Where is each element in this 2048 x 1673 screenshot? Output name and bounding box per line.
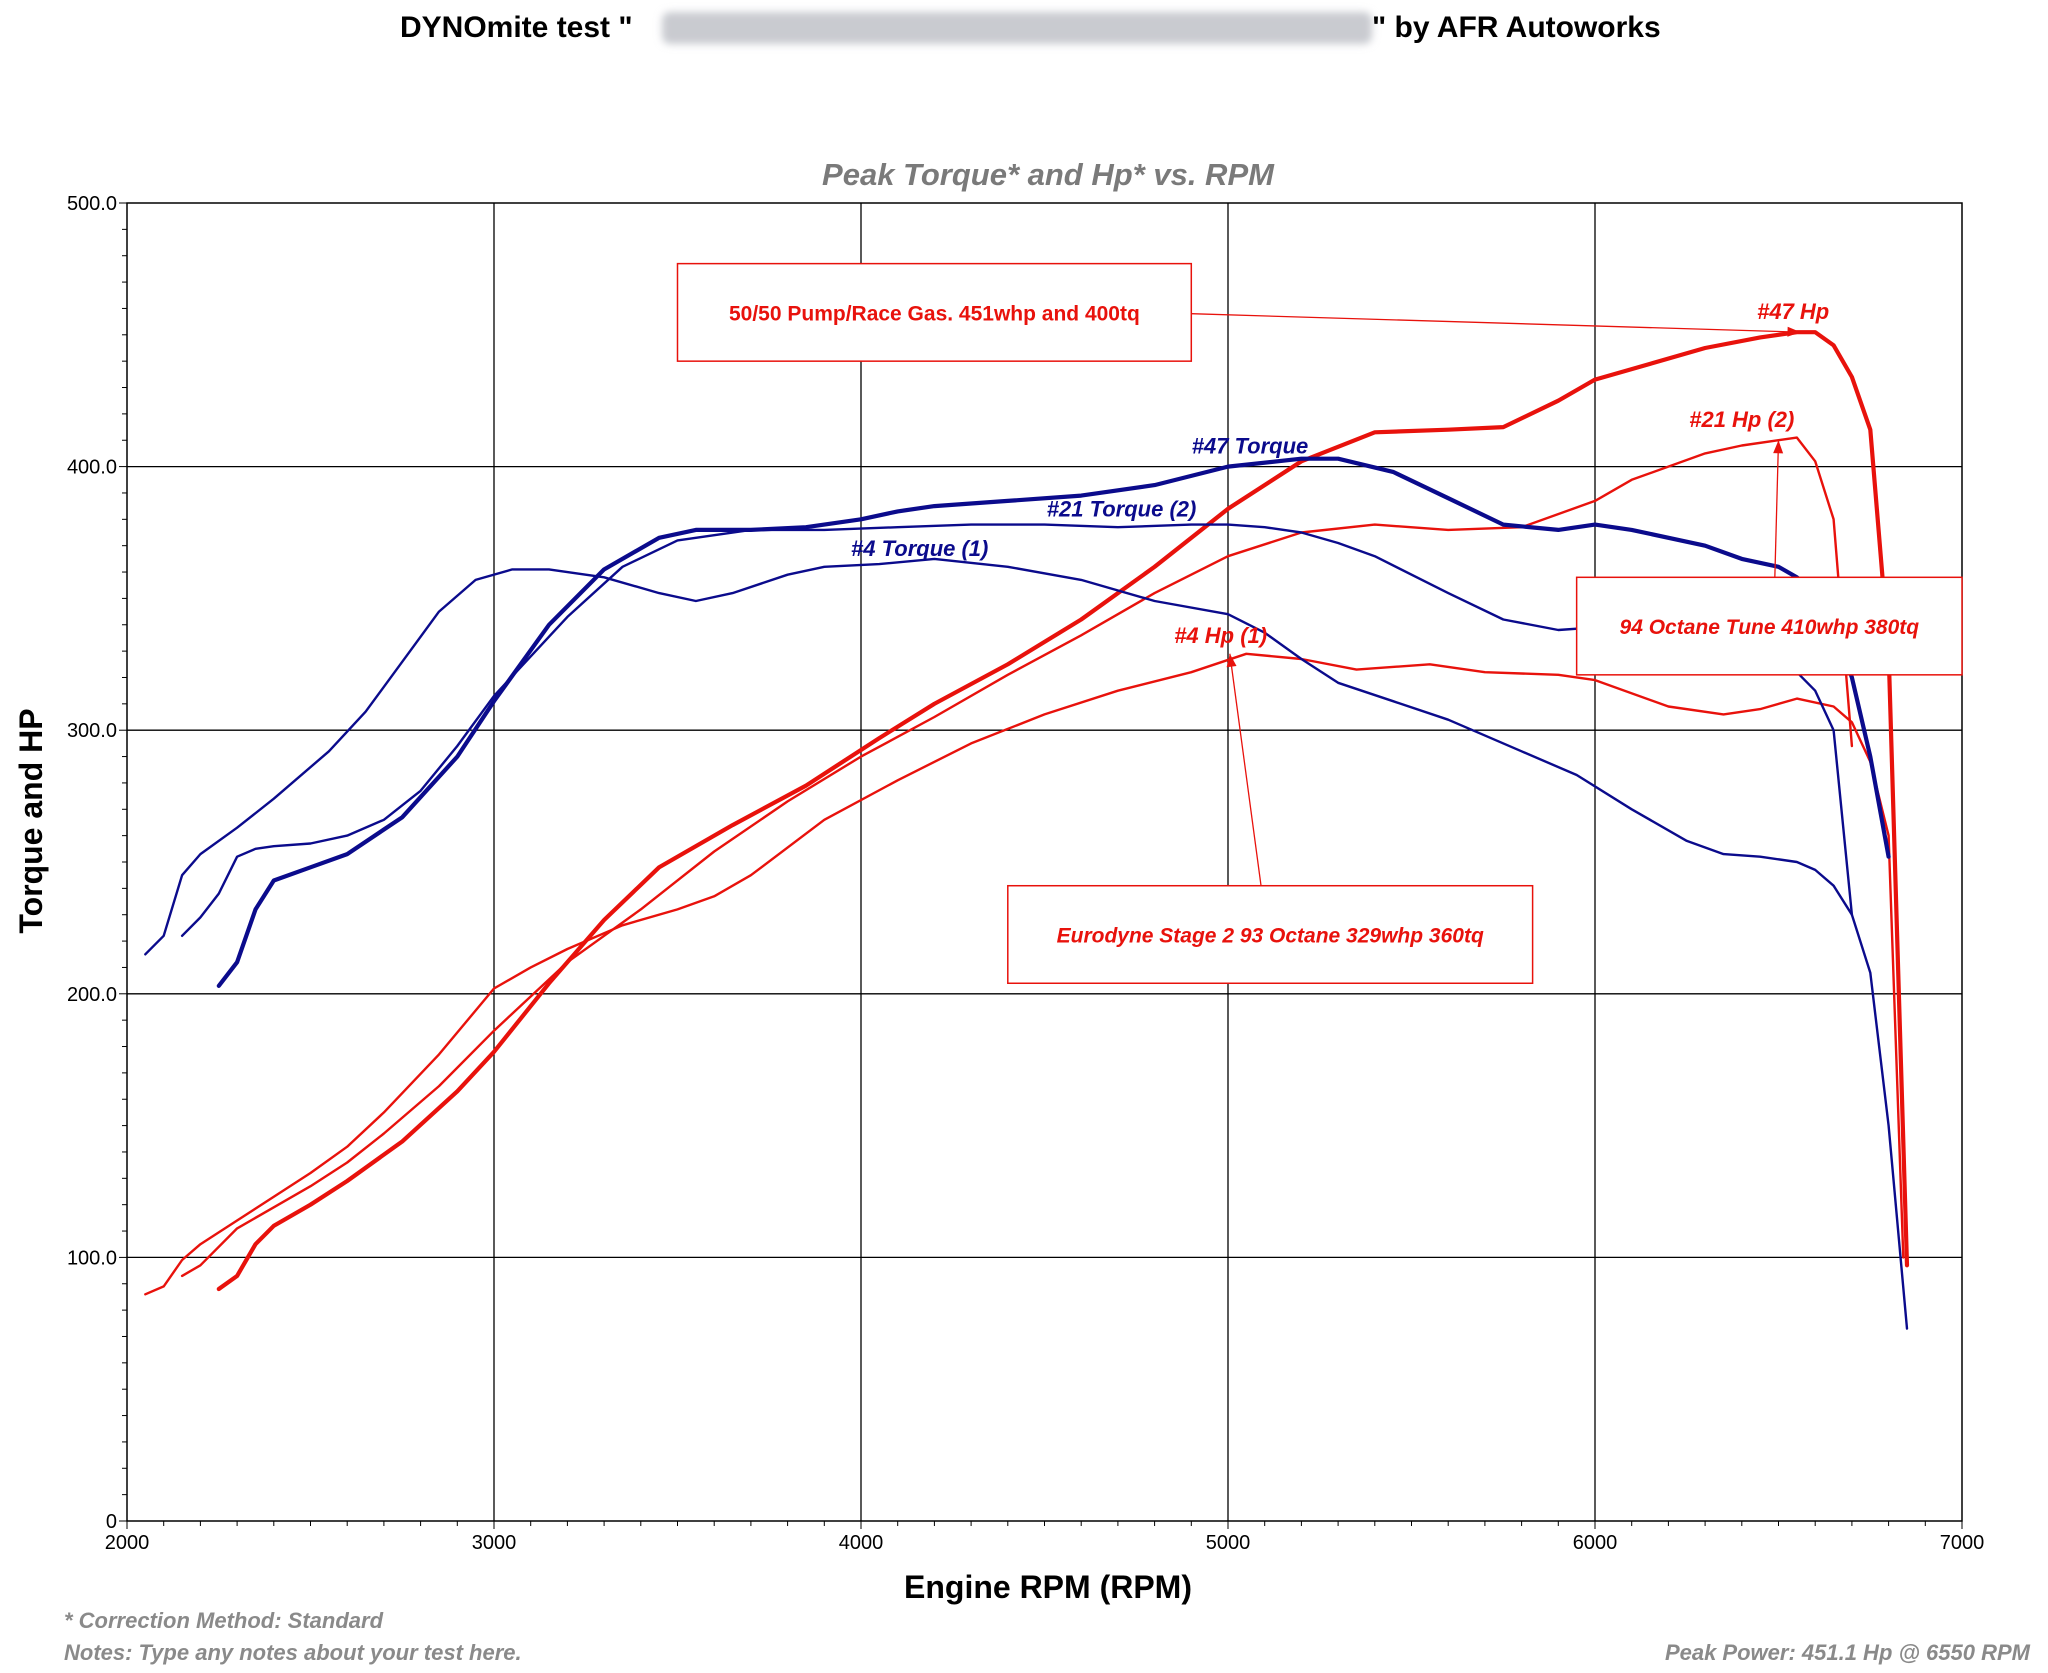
chart-title: DYNOmite test " " by AFR Autoworks	[400, 11, 1661, 44]
title-suffix: " by AFR Autoworks	[1372, 11, 1661, 44]
x-tick-label-6000: 6000	[1573, 1532, 1618, 1554]
series-label-47-torque: #47 Torque	[1192, 433, 1309, 458]
correction-method-note: * Correction Method: Standard	[64, 1608, 384, 1633]
notes-text: Notes: Type any notes about your test he…	[64, 1640, 522, 1665]
callout-text-3: Eurodyne Stage 2 93 Octane 329whp 360tq	[1057, 924, 1484, 947]
callout-text-2: 94 Octane Tune 410whp 380tq	[1620, 616, 1920, 639]
callout-arrowhead-3	[1226, 653, 1237, 668]
y-tick-label-400: 400.0	[67, 457, 117, 479]
callout-leader-3	[1229, 653, 1262, 886]
x-tick-label-7000: 7000	[1940, 1532, 1985, 1554]
series-label-4-torque-1: #4 Torque (1)	[851, 536, 988, 561]
callout-arrowhead-1	[1787, 326, 1801, 337]
callout-box-1	[676, 262, 1193, 362]
series-labels: #47 Hp #21 Hp (2) #4 Hp (1) #47 Torque #21 T…	[851, 299, 1829, 648]
x-axis-label: Engine RPM (RPM)	[904, 1569, 1192, 1605]
series-label-4-hp-1: #4 Hp (1)	[1174, 623, 1267, 648]
x-tick-label-5000: 5000	[1206, 1532, 1251, 1554]
title-prefix: DYNOmite test "	[400, 11, 633, 44]
plot-frame	[126, 202, 1963, 1522]
y-tick-label-500: 500.0	[67, 193, 117, 215]
axis-ticks: 2000 3000 4000 5000 6000 7000 0 100.0 200.0 300.0…	[67, 193, 1984, 1554]
series-label-21-torque-2: #21 Torque (2)	[1047, 497, 1197, 522]
series-line-4-hp-1	[144, 652, 1905, 1296]
callout-leader-1	[1191, 313, 1801, 333]
grid	[127, 203, 1962, 1521]
chart-subtitle: Peak Torque* and Hp* vs. RPM	[822, 157, 1275, 192]
callout-box-2	[1575, 576, 1963, 676]
series-line-4-torque-1	[144, 557, 1909, 1330]
y-axis-label: Torque and HP	[13, 708, 49, 933]
y-tick-label-0: 0	[106, 1511, 117, 1533]
x-tick-label-2000: 2000	[105, 1532, 150, 1554]
series-line-47-torque	[216, 456, 1891, 989]
plot-area	[126, 202, 1963, 1522]
y-tick-label-100: 100.0	[67, 1247, 117, 1269]
series-label-21-hp-2: #21 Hp (2)	[1689, 407, 1794, 432]
redacted-title-text	[662, 12, 1372, 44]
callout-leader-2	[1774, 440, 1780, 578]
y-tick-label-300: 300.0	[67, 720, 117, 742]
x-tick-label-4000: 4000	[839, 1532, 884, 1554]
y-tick-label-200: 200.0	[67, 984, 117, 1006]
callouts: 50/50 Pump/Race Gas. 451whp and 400tq 94 …	[676, 262, 1963, 985]
x-tick-label-3000: 3000	[472, 1532, 517, 1554]
series-line-21-hp-2	[180, 436, 1854, 1278]
callout-box-3	[1007, 884, 1534, 985]
callout-text-1: 50/50 Pump/Race Gas. 451whp and 400tq	[729, 302, 1140, 325]
peak-power-note: Peak Power: 451.1 Hp @ 6550 RPM	[1665, 1640, 2031, 1665]
series-label-47-hp: #47 Hp	[1757, 299, 1829, 324]
callout-arrowhead-2	[1773, 440, 1784, 454]
